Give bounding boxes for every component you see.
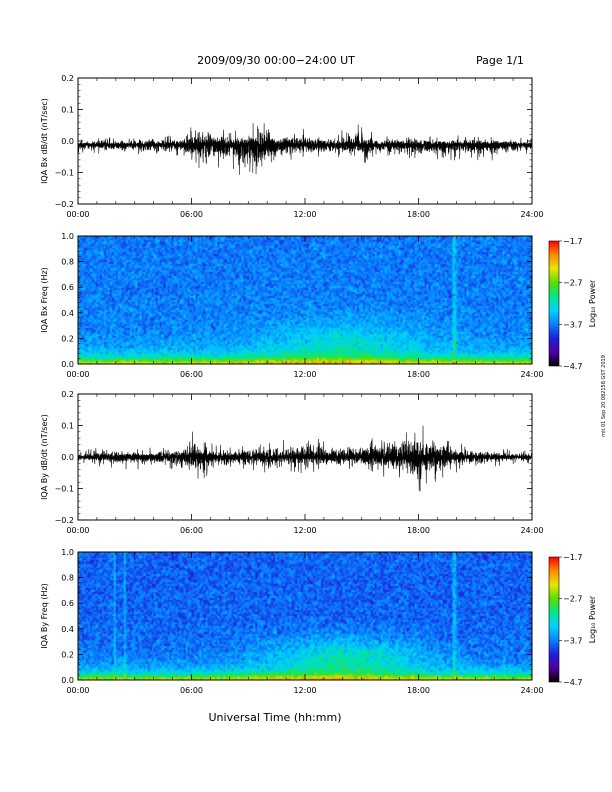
y-tick-label: 0.0 [61, 676, 74, 685]
x-tick-label: 12:00 [293, 526, 316, 535]
colorbar-title: Log₁₀ Power [588, 595, 597, 643]
x-tick-label: 06:00 [180, 370, 203, 379]
x-tick-label: 06:00 [180, 526, 203, 535]
series-trace [77, 425, 533, 492]
y-tick-label: 0.4 [61, 625, 74, 634]
colorbar-tick-label: −4.7 [563, 362, 582, 371]
y-tick-label: 0.0 [61, 360, 74, 369]
x-tick-label: 24:00 [520, 526, 543, 535]
y-tick-label: 0.1 [61, 422, 74, 431]
y-tick-label: 0.2 [61, 334, 74, 343]
y-tick-label: 0.0 [61, 137, 74, 146]
colorbar-title: Log₁₀ Power [588, 279, 597, 327]
x-tick-label: 00:00 [66, 526, 89, 535]
x-tick-label: 12:00 [293, 370, 316, 379]
line-panel [77, 425, 533, 492]
series-trace [77, 123, 533, 175]
colorbar-tick-label: −3.7 [563, 320, 582, 329]
y-axis-title: IQA Bx dB/dt (nT/sec) [40, 98, 49, 184]
y-tick-label: 0.2 [61, 650, 74, 659]
colorbar [548, 556, 560, 683]
y-axis-title: IQA Bx Freq (Hz) [40, 267, 49, 333]
y-tick-label: 0.1 [61, 106, 74, 115]
spectrogram-image [78, 236, 532, 364]
y-tick-label: 0.4 [61, 309, 74, 318]
y-tick-label: 0.6 [61, 599, 74, 608]
y-tick-label: 0.8 [61, 258, 74, 267]
x-tick-label: 06:00 [180, 210, 203, 219]
y-tick-label: 0.8 [61, 574, 74, 583]
x-tick-label: 24:00 [520, 210, 543, 219]
y-tick-label: 0.0 [61, 453, 74, 462]
x-tick-label: 18:00 [407, 686, 430, 695]
x-tick-label: 00:00 [66, 370, 89, 379]
spectrogram-image [78, 552, 532, 680]
line-panel [77, 123, 533, 175]
y-tick-label: −0.1 [55, 169, 74, 178]
y-tick-label: 0.6 [61, 283, 74, 292]
page-number: Page 1/1 [476, 54, 524, 67]
x-tick-label: 24:00 [520, 370, 543, 379]
colorbar-tick-label: −2.7 [563, 279, 582, 288]
x-tick-label: 00:00 [66, 686, 89, 695]
y-tick-label: −0.2 [55, 516, 74, 525]
colorbar-tick-label: −3.7 [563, 636, 582, 645]
colorbar-tick-label: −2.7 [563, 595, 582, 604]
generation-stamp: mit 01 Sep 20 082158 GST 2019 [601, 355, 607, 437]
y-tick-label: 1.0 [61, 232, 74, 241]
y-tick-label: 1.0 [61, 548, 74, 557]
colorbar [548, 240, 560, 367]
y-tick-label: −0.1 [55, 485, 74, 494]
x-tick-label: 12:00 [293, 210, 316, 219]
x-tick-label: 00:00 [66, 210, 89, 219]
x-axis-title: Universal Time (hh:mm) [208, 711, 342, 724]
x-tick-label: 18:00 [407, 370, 430, 379]
y-tick-label: −0.2 [55, 200, 74, 209]
x-tick-label: 06:00 [180, 686, 203, 695]
x-tick-label: 24:00 [520, 686, 543, 695]
x-tick-label: 18:00 [407, 210, 430, 219]
report-title: 2009/09/30 00:00−24:00 UT [197, 54, 355, 67]
y-tick-label: 0.2 [61, 390, 74, 399]
colorbar-tick-label: −4.7 [563, 678, 582, 687]
y-axis-title: IQA By Freq (Hz) [40, 583, 49, 649]
x-tick-label: 18:00 [407, 526, 430, 535]
y-axis-title: IQA By dB/dt (nT/sec) [40, 414, 49, 500]
y-tick-label: 0.2 [61, 74, 74, 83]
colorbar-tick-label: −1.7 [563, 237, 582, 246]
colorbar-tick-label: −1.7 [563, 553, 582, 562]
x-tick-label: 12:00 [293, 686, 316, 695]
